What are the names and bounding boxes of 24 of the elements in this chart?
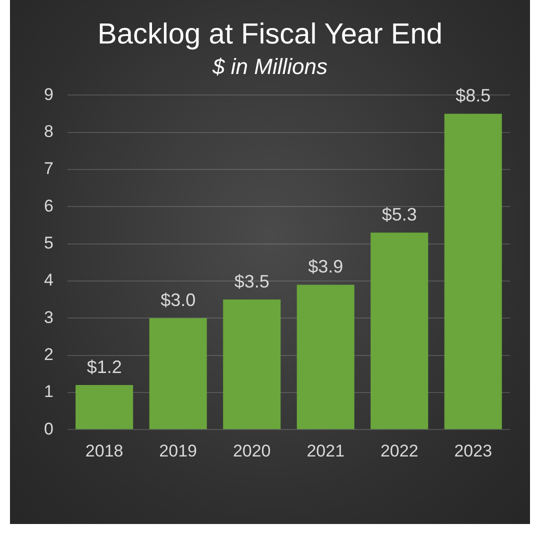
y-tick-label: 0 — [44, 419, 54, 438]
chart-subtitle: $ in Millions — [212, 54, 328, 80]
y-tick-label: 5 — [44, 234, 54, 253]
x-tick-label: 2022 — [380, 441, 418, 460]
x-tick-label: 2023 — [454, 441, 492, 460]
data-label: $5.3 — [382, 204, 417, 225]
x-tick-label: 2019 — [159, 441, 198, 460]
x-tick-label: 2021 — [306, 441, 345, 460]
y-tick-label: 2 — [44, 344, 54, 364]
y-tick-label: 1 — [44, 382, 54, 402]
chart-title: Backlog at Fiscal Year End — [98, 18, 442, 50]
y-tick-label: 3 — [44, 308, 54, 327]
data-label: $8.5 — [456, 86, 491, 106]
data-label: $3.5 — [234, 272, 270, 292]
y-tick-label: 6 — [44, 196, 54, 216]
x-tick-label: 2020 — [232, 441, 271, 460]
y-tick-label: 4 — [44, 270, 54, 290]
x-tick-label: 2018 — [85, 441, 124, 460]
data-label: $1.2 — [86, 356, 122, 377]
data-label: $3.0 — [160, 290, 196, 310]
y-tick-label: 8 — [44, 122, 54, 142]
data-label: $3.9 — [308, 256, 344, 277]
y-tick-label: 9 — [44, 84, 54, 104]
y-tick-label: 7 — [44, 159, 54, 178]
